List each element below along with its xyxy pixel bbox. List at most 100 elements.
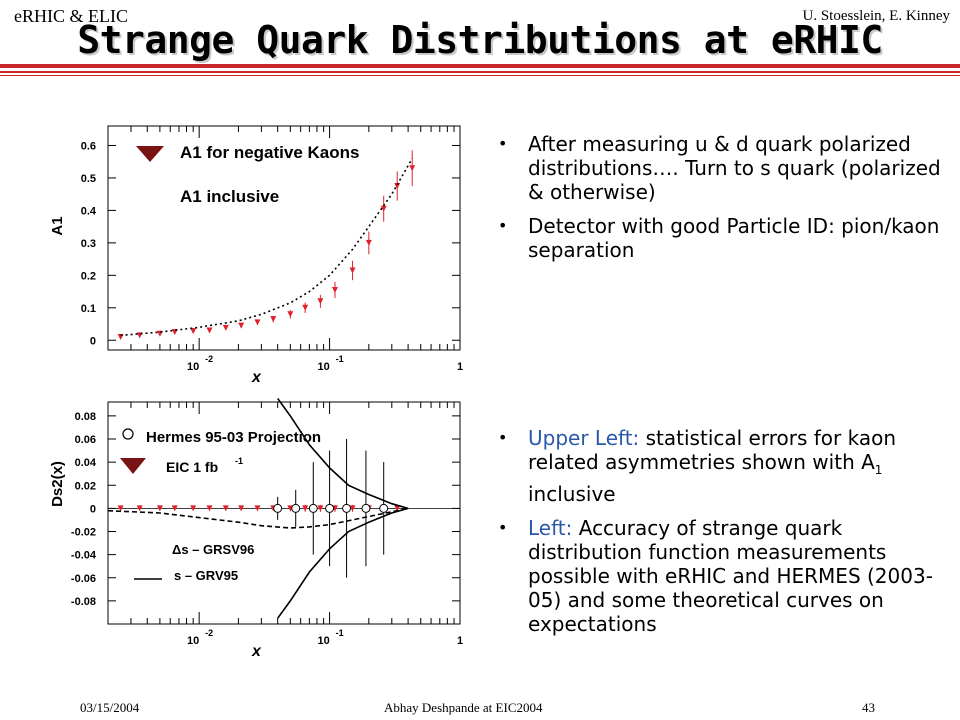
- kaon-asymmetry-plot: 0 0.1 0.2 0.3 0.4 0.5 0.6 10 -2 10 -1 1 x A1 A1 for ne…: [49, 125, 463, 386]
- solid-curve-mirror: [277, 507, 409, 619]
- data-point-triangle: [409, 165, 416, 172]
- data-point-triangle: [349, 267, 356, 274]
- x-tick-exponent: -2: [205, 354, 213, 364]
- y-tick-label: 0: [90, 335, 96, 347]
- title-rule-thick: [0, 64, 960, 68]
- y-tick-label: -0.02: [71, 527, 96, 539]
- x-tick-exponent: -2: [205, 628, 213, 638]
- plot-frame: [107, 401, 461, 625]
- y-axis-label: A1: [49, 216, 66, 235]
- legend-label-eic: EIC 1 fb: [166, 459, 218, 475]
- data-point-triangle: [238, 505, 245, 512]
- bullet-item: • Upper Left: statistical errors for kao…: [494, 426, 950, 506]
- x-axis-label: x: [251, 643, 262, 660]
- x-tick-exponent: -1: [336, 354, 344, 364]
- y-tick-label: 0.3: [81, 238, 96, 250]
- bullet-text: Accuracy of strange quark distribution f…: [528, 516, 933, 636]
- data-point-triangle: [254, 505, 261, 512]
- footer-page-number: 43: [862, 700, 875, 715]
- legend-triangle-icon: [120, 458, 146, 474]
- legend-label-kaons: A1 for negative Kaons: [180, 143, 360, 162]
- legend-label-inclusive: A1 inclusive: [180, 187, 279, 206]
- x-tick-label: 10: [317, 361, 329, 373]
- bullet-dot-icon: •: [498, 216, 508, 235]
- bullet-item: • After measuring u & d quark polarized …: [494, 132, 950, 204]
- dashed-curve: [107, 507, 409, 529]
- title-rule-thin: [0, 75, 960, 76]
- data-point-circle: [342, 503, 352, 513]
- x-tick-label: 10: [187, 361, 199, 373]
- bullet-lead: Left:: [528, 516, 573, 540]
- bullet-item: • Left: Accuracy of strange quark distri…: [494, 516, 950, 636]
- header-left: eRHIC & ELIC: [14, 6, 128, 26]
- x-tick-label: 10: [317, 635, 329, 647]
- slide-title: Strange Quark Distributions at eRHIC: [77, 18, 883, 62]
- data-point-circle: [361, 503, 371, 513]
- data-point-triangle: [317, 505, 324, 512]
- title-rule-medium: [0, 71, 960, 73]
- bullet-text: statistical errors for kaon related asym…: [528, 426, 896, 474]
- bullet-dot-icon: •: [498, 134, 508, 153]
- data-point-circle: [273, 503, 283, 513]
- data-point-triangle: [365, 239, 372, 246]
- bullet-dot-icon: •: [498, 518, 508, 537]
- x-axis-label: x: [251, 369, 262, 386]
- data-point-triangle: [394, 183, 401, 190]
- bullet-text: After measuring u & d quark polarized di…: [528, 132, 941, 204]
- legend-triangle-icon: [136, 146, 164, 162]
- bullets-bottom: • Upper Left: statistical errors for kao…: [494, 426, 950, 646]
- bullet-item: • Detector with good Particle ID: pion/k…: [494, 214, 950, 262]
- data-point-circle: [308, 503, 318, 513]
- data-point-triangle: [394, 505, 401, 512]
- y-tick-label: -0.08: [71, 596, 96, 608]
- data-point-triangle: [190, 505, 197, 512]
- y-tick-label: 0.4: [81, 205, 97, 217]
- solid-curve: [277, 398, 409, 510]
- y-tick-label: -0.04: [71, 550, 97, 562]
- x-tick-exponent: -1: [336, 628, 344, 638]
- data-point-circle: [379, 503, 389, 513]
- legend-label-grsv: Δs – GRSV96: [172, 542, 254, 557]
- data-point-triangle: [222, 324, 229, 331]
- y-tick-label: 0.6: [81, 140, 96, 152]
- data-point-triangle: [190, 328, 197, 335]
- x-tick-label: 1: [457, 635, 463, 647]
- data-point-triangle: [331, 286, 338, 293]
- data-point-triangle: [302, 304, 309, 311]
- data-point-triangle: [287, 311, 294, 318]
- legend-circle-icon: [122, 428, 134, 440]
- legend-label-grv: s – GRV95: [174, 568, 238, 583]
- bullet-subscript: 1: [874, 463, 883, 477]
- y-tick-label: 0.04: [75, 457, 97, 469]
- data-point-triangle: [171, 505, 178, 512]
- footer-author: Abhay Deshpande at EIC2004: [384, 700, 543, 715]
- data-point-triangle: [238, 322, 245, 329]
- x-tick-label: 10: [187, 635, 199, 647]
- y-tick-label: 0.08: [75, 411, 96, 423]
- data-point-circle: [325, 503, 335, 513]
- bullet-text-end: inclusive: [528, 482, 616, 506]
- data-point-triangle: [380, 205, 387, 212]
- dotted-curve: [120, 158, 413, 337]
- data-point-circle: [291, 503, 301, 513]
- x-tick-label: 1: [457, 361, 463, 373]
- data-point-triangle: [317, 298, 324, 305]
- bullet-dot-icon: •: [498, 428, 508, 447]
- y-axis-label: Ds2(x): [49, 461, 66, 507]
- data-point-triangle: [156, 505, 163, 512]
- y-tick-label: -0.06: [71, 573, 96, 585]
- data-point-triangle: [136, 505, 143, 512]
- plot-frame: [107, 125, 461, 351]
- bullet-text: Detector with good Particle ID: pion/kao…: [528, 214, 940, 262]
- bullet-lead: Upper Left:: [528, 426, 640, 450]
- data-point-triangle: [206, 327, 213, 334]
- data-point-triangle: [270, 316, 277, 323]
- data-point-triangle: [302, 505, 309, 512]
- header-right: U. Stoesslein, E. Kinney: [802, 8, 951, 24]
- y-tick-label: 0.2: [81, 270, 96, 282]
- strange-distribution-plot: -0.08-0.06-0.04-0.0200.020.040.060.0810-…: [49, 398, 463, 660]
- data-point-triangle: [222, 505, 229, 512]
- data-point-triangle: [206, 505, 213, 512]
- data-point-triangle: [349, 505, 356, 512]
- bullets-top: • After measuring u & d quark polarized …: [494, 132, 950, 272]
